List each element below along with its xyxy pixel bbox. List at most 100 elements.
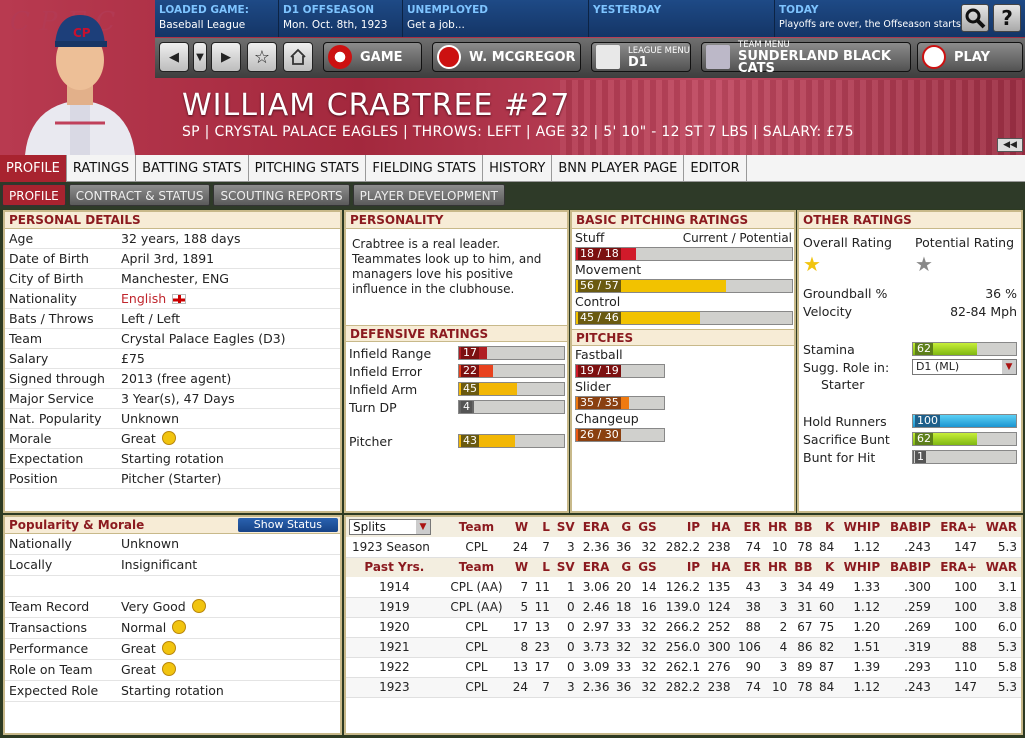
home-icon[interactable] (283, 42, 313, 72)
yesterday-summary[interactable]: YESTERDAY (589, 0, 775, 37)
past-years-header-row: Past Yrs. Team W L SV ERA G GS IP HA ER HR BB K WHIP BA… (346, 557, 1021, 577)
personal-value-text: 3 Year(s), 47 Days (121, 391, 235, 406)
column-header-whip[interactable]: WHIP (838, 517, 885, 537)
table-cell: 2 (764, 617, 792, 638)
table-cell: 60 (816, 597, 839, 618)
past-years-label: Past Yrs. (346, 557, 447, 577)
table-cell: CPL (446, 617, 511, 638)
column-header-gs[interactable]: GS (635, 517, 661, 537)
popularity-label: Nationally (9, 536, 72, 551)
employment-status[interactable]: UNEMPLOYED Get a job... (403, 0, 589, 37)
popularity-value: Great (121, 639, 340, 659)
today-summary[interactable]: TODAY Playoffs are over, the Offseason st… (779, 4, 961, 30)
season-cell: 7 (532, 537, 554, 558)
table-cell: 34 (791, 577, 817, 598)
team-logo-icon (706, 45, 730, 69)
popularity-row-expected-role: Expected Role Starting rotation (5, 681, 340, 702)
past-column-header-l: L (532, 557, 554, 577)
table-cell: 86 (791, 637, 817, 658)
personal-details-title: PERSONAL DETAILS (5, 212, 340, 229)
game-button[interactable]: GAME (323, 42, 422, 72)
column-header-sv[interactable]: SV (553, 517, 579, 537)
smiley-icon (161, 662, 176, 676)
personal-row-salary: Salary £75 (5, 349, 340, 369)
popularity-row-nationally: Nationally Unknown (5, 534, 340, 555)
other-ratings-panel: OTHER RATINGS Overall Rating ★ Potential … (797, 210, 1023, 513)
column-header-ip[interactable]: IP (660, 517, 705, 537)
column-header-l[interactable]: L (532, 517, 554, 537)
svg-text:CP: CP (73, 26, 91, 40)
column-header-team[interactable]: Team (446, 517, 511, 537)
column-header-hr[interactable]: HR (764, 517, 792, 537)
table-cell: 32 (635, 657, 661, 678)
popularity-value: Normal (121, 618, 340, 638)
league-menu-button[interactable]: LEAGUE MENU D1 (591, 42, 691, 72)
stats-header-row: Splits ▼ Team W L SV ERA G GS IP HA ER HR BB K WHIP BABI… (346, 517, 1021, 537)
play-button[interactable]: PLAY (917, 42, 1023, 72)
table-cell: 10 (764, 677, 792, 698)
help-icon[interactable]: ? (993, 4, 1021, 32)
collapse-header-icon[interactable]: ◀◀ (997, 138, 1023, 152)
column-header-war[interactable]: WAR (980, 517, 1021, 537)
column-header-era[interactable]: ERA+ (934, 517, 981, 537)
table-cell: 75 (816, 617, 839, 638)
popularity-row-transactions: Transactions Normal (5, 618, 340, 639)
table-cell: 3.06 (578, 577, 614, 598)
back-arrow-icon[interactable]: ◀ (159, 42, 189, 72)
tab-bnn-player-page[interactable]: BNN PLAYER PAGE (552, 155, 685, 182)
tab-history[interactable]: HISTORY (483, 155, 553, 182)
popularity-value-text: Great (121, 641, 156, 656)
table-cell: 88 (734, 617, 765, 638)
tab-editor[interactable]: EDITOR (684, 155, 747, 182)
column-header-bb[interactable]: BB (791, 517, 817, 537)
season-cell: 5.3 (980, 537, 1021, 558)
table-cell: 3.1 (980, 577, 1021, 598)
groundball-value: 36 % (985, 286, 1017, 301)
tab-fielding-stats[interactable]: FIELDING STATS (366, 155, 484, 182)
season-cell: 147 (934, 537, 981, 558)
table-cell: 38 (734, 597, 765, 618)
column-header-babip[interactable]: BABIP (884, 517, 935, 537)
defensive-bar: 45 (457, 382, 565, 396)
personal-value-text: 2013 (free agent) (121, 371, 232, 386)
role-select[interactable]: D1 (ML) ▼ (911, 359, 1017, 375)
column-header-era[interactable]: ERA (578, 517, 614, 537)
table-cell: 1 (553, 577, 579, 598)
table-cell: 11 (532, 597, 554, 618)
forward-arrow-icon[interactable]: ▶ (211, 42, 241, 72)
defensive-label: Pitcher (349, 433, 393, 449)
subtab-profile[interactable]: PROFILE (2, 184, 66, 206)
column-header-er[interactable]: ER (734, 517, 765, 537)
tab-ratings[interactable]: RATINGS (67, 155, 137, 182)
splits-select[interactable]: Splits ▼ (349, 519, 431, 535)
subtab-player-development[interactable]: PLAYER DEVELOPMENT (352, 184, 505, 206)
groundball-label: Groundball % (803, 286, 888, 301)
column-header-w[interactable]: W (510, 517, 533, 537)
popularity-value: Great (121, 660, 340, 680)
star-favorite-icon[interactable]: ☆ (247, 42, 277, 72)
league-date[interactable]: D1 OFFSEASON Mon. Oct. 8th, 1923 (279, 0, 403, 37)
subtab-contract-status[interactable]: CONTRACT & STATUS (68, 184, 211, 206)
defensive-ratings-title: DEFENSIVE RATINGS (346, 325, 567, 342)
subtab-scouting-reports[interactable]: SCOUTING REPORTS (213, 184, 350, 206)
tab-batting-stats[interactable]: BATTING STATS (136, 155, 249, 182)
table-cell: 1914 (346, 577, 447, 598)
tab-pitching-stats[interactable]: PITCHING STATS (249, 155, 367, 182)
pitch-label: Changeup (575, 411, 639, 426)
column-header-g[interactable]: G (613, 517, 636, 537)
popularity-value-text: Starting rotation (121, 683, 224, 698)
column-header-ha[interactable]: HA (704, 517, 735, 537)
column-header-k[interactable]: K (816, 517, 839, 537)
popularity-row-team-record: Team Record Very Good (5, 597, 340, 618)
dropdown-arrow-icon: ▼ (1002, 360, 1016, 374)
past-column-header-er: ER (734, 557, 765, 577)
team-menu-button[interactable]: TEAM MENU SUNDERLAND BLACK CATS (701, 40, 911, 75)
loaded-game[interactable]: LOADED GAME: Baseball League (155, 0, 279, 37)
show-status-button[interactable]: Show Status (237, 518, 338, 532)
search-icon[interactable] (961, 4, 989, 32)
table-cell: 1923 (346, 677, 447, 698)
history-dropdown-icon[interactable]: ▼ (193, 42, 207, 72)
manager-button[interactable]: W. MCGREGOR (432, 42, 581, 72)
tab-profile[interactable]: PROFILE (0, 155, 67, 182)
personal-value: Crystal Palace Eagles (D3) (121, 329, 340, 348)
